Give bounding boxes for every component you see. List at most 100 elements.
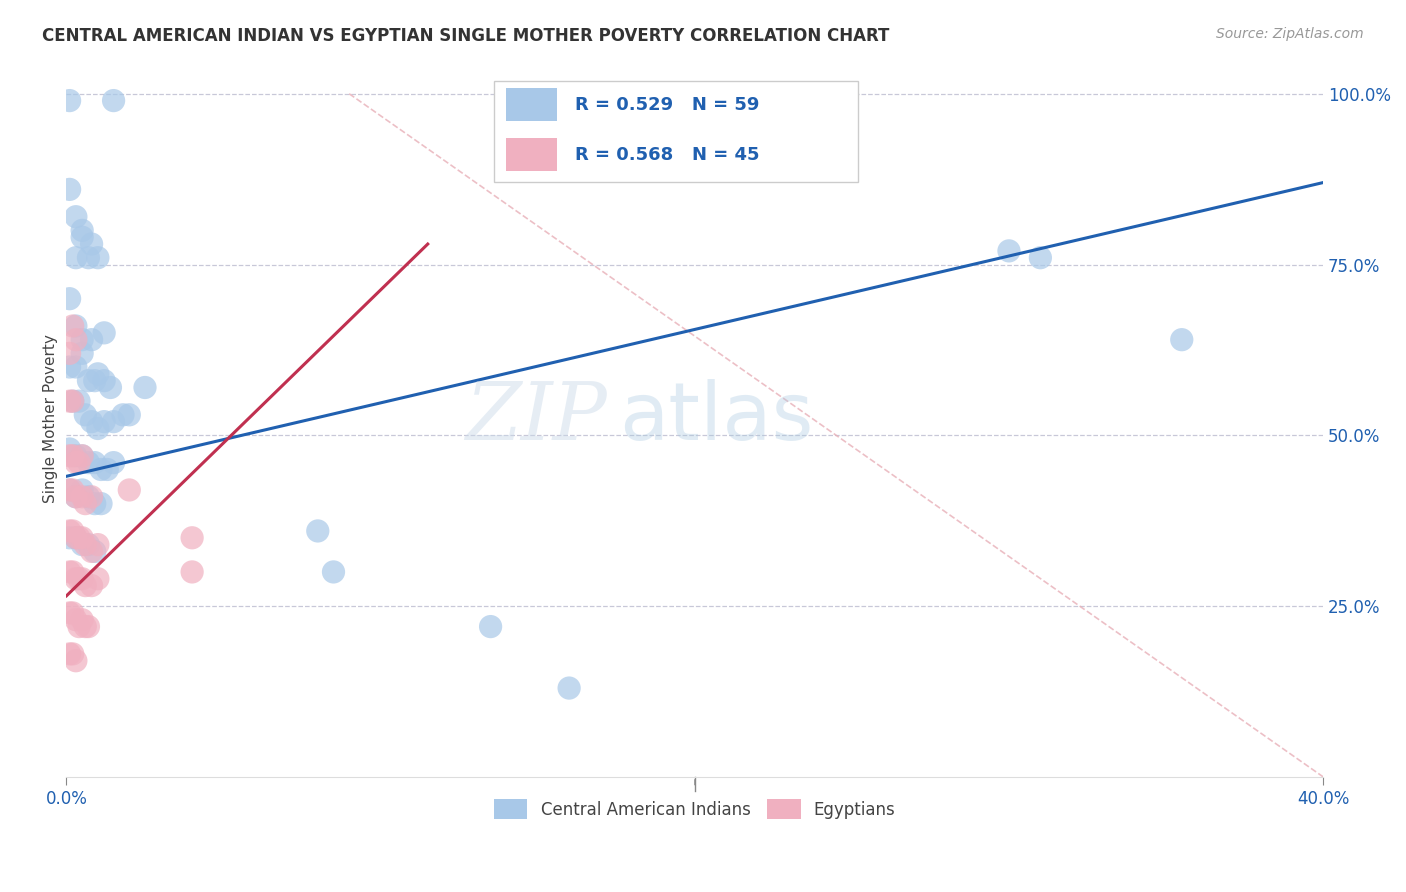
Point — [77, 456, 100, 470]
Point — [62, 449, 84, 463]
Point — [479, 619, 502, 633]
Point — [70, 483, 93, 497]
Point — [58, 394, 80, 409]
Point — [80, 490, 103, 504]
Point — [67, 619, 90, 633]
Point — [75, 578, 97, 592]
Point — [70, 531, 93, 545]
Point — [58, 442, 80, 456]
Point — [83, 497, 105, 511]
Point — [77, 538, 100, 552]
Point — [93, 374, 115, 388]
Point — [998, 244, 1021, 258]
Point — [67, 531, 90, 545]
Text: atlas: atlas — [620, 379, 814, 458]
Point — [65, 251, 87, 265]
Point — [65, 449, 87, 463]
Point — [67, 394, 90, 409]
Point — [58, 182, 80, 196]
Point — [75, 538, 97, 552]
Point — [80, 415, 103, 429]
Point — [96, 462, 118, 476]
Point — [62, 647, 84, 661]
Point — [558, 681, 581, 695]
Point — [75, 619, 97, 633]
Point — [77, 251, 100, 265]
Point — [181, 565, 204, 579]
Point — [62, 606, 84, 620]
Point — [58, 647, 80, 661]
Point — [65, 359, 87, 374]
Point — [65, 654, 87, 668]
Point — [65, 456, 87, 470]
Point — [181, 531, 204, 545]
Point — [83, 374, 105, 388]
Point — [118, 408, 141, 422]
Point — [307, 524, 329, 538]
Point — [111, 408, 134, 422]
Point — [103, 415, 125, 429]
Point — [103, 94, 125, 108]
Y-axis label: Single Mother Poverty: Single Mother Poverty — [44, 334, 58, 503]
Point — [58, 94, 80, 108]
Text: CENTRAL AMERICAN INDIAN VS EGYPTIAN SINGLE MOTHER POVERTY CORRELATION CHART: CENTRAL AMERICAN INDIAN VS EGYPTIAN SING… — [42, 27, 890, 45]
Point — [58, 483, 80, 497]
Point — [65, 531, 87, 545]
Point — [1029, 251, 1052, 265]
Point — [77, 619, 100, 633]
Point — [70, 613, 93, 627]
Point — [70, 449, 93, 463]
Point — [65, 531, 87, 545]
Point — [65, 210, 87, 224]
Point — [83, 544, 105, 558]
Point — [58, 531, 80, 545]
Point — [87, 538, 110, 552]
Point — [65, 333, 87, 347]
Point — [70, 538, 93, 552]
Point — [118, 483, 141, 497]
Point — [58, 483, 80, 497]
Point — [87, 251, 110, 265]
FancyBboxPatch shape — [506, 88, 557, 120]
Text: R = 0.568   N = 45: R = 0.568 N = 45 — [575, 146, 759, 164]
Point — [65, 490, 87, 504]
Point — [83, 456, 105, 470]
Point — [80, 237, 103, 252]
Point — [65, 318, 87, 333]
Point — [62, 318, 84, 333]
Text: R = 0.529   N = 59: R = 0.529 N = 59 — [575, 95, 759, 114]
Point — [70, 223, 93, 237]
Point — [75, 408, 97, 422]
Point — [58, 606, 80, 620]
Point — [134, 380, 156, 394]
Legend: Central American Indians, Egyptians: Central American Indians, Egyptians — [488, 792, 903, 826]
Text: ZIP: ZIP — [465, 379, 607, 457]
Point — [62, 394, 84, 409]
Point — [77, 490, 100, 504]
Point — [62, 565, 84, 579]
Point — [65, 490, 87, 504]
Point — [67, 572, 90, 586]
Point — [75, 497, 97, 511]
Point — [58, 565, 80, 579]
Point — [65, 572, 87, 586]
Point — [58, 449, 80, 463]
Point — [58, 524, 80, 538]
Point — [70, 449, 93, 463]
Point — [77, 374, 100, 388]
FancyBboxPatch shape — [506, 138, 557, 170]
Point — [100, 380, 122, 394]
Point — [93, 415, 115, 429]
Point — [103, 456, 125, 470]
Point — [58, 292, 80, 306]
Point — [70, 346, 93, 360]
Point — [87, 421, 110, 435]
Point — [90, 497, 112, 511]
Point — [87, 367, 110, 381]
Point — [58, 346, 80, 360]
Point — [87, 572, 110, 586]
Point — [80, 544, 103, 558]
Point — [80, 333, 103, 347]
Point — [70, 230, 93, 244]
FancyBboxPatch shape — [494, 81, 858, 182]
